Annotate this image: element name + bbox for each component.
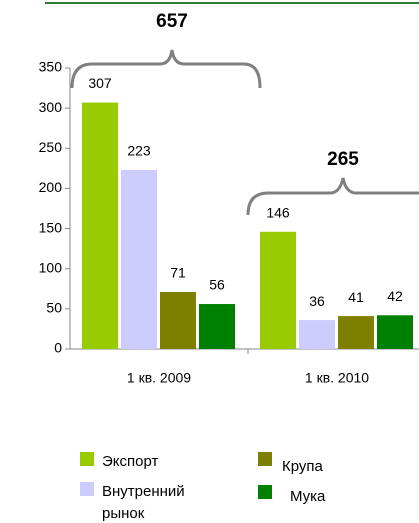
y-tick-label: 100	[39, 259, 63, 275]
value-label: 223	[127, 143, 151, 159]
group-total: 657	[156, 11, 188, 32]
bar	[121, 169, 157, 349]
group-total: 265	[327, 149, 359, 170]
bar	[260, 231, 296, 349]
bar	[82, 102, 118, 349]
legend-label: Крупа	[282, 458, 323, 475]
y-tick-label: 200	[39, 179, 63, 195]
bar	[338, 316, 374, 349]
y-tick-label: 300	[39, 99, 63, 115]
legend-label: Мука	[290, 488, 326, 505]
legend-label: Экспорт	[102, 453, 159, 470]
legend-label: Внутренний рынок	[102, 483, 185, 522]
y-tick-label: 250	[39, 139, 63, 155]
y-tick-label: 0	[54, 340, 62, 356]
value-label: 56	[209, 277, 225, 293]
value-label: 307	[88, 75, 112, 91]
bar	[299, 320, 335, 349]
value-label: 36	[309, 293, 325, 309]
value-label: 41	[348, 289, 364, 305]
brace	[70, 49, 262, 89]
value-label: 146	[266, 204, 290, 220]
brace	[246, 177, 419, 216]
value-label: 71	[170, 265, 186, 281]
x-tick-label: 1 кв. 2009	[127, 370, 191, 386]
legend-marker	[258, 485, 272, 499]
legend-marker	[80, 452, 94, 466]
y-tick-label: 150	[39, 219, 63, 235]
y-tick-label: 50	[46, 300, 62, 316]
bar	[199, 304, 235, 349]
bar	[160, 291, 196, 349]
bar	[377, 315, 413, 349]
value-label: 42	[387, 288, 403, 304]
x-tick-label: 1 кв. 2010	[305, 370, 369, 386]
legend-marker	[258, 452, 272, 466]
y-tick-label: 350	[39, 59, 63, 75]
legend-marker	[80, 482, 94, 496]
